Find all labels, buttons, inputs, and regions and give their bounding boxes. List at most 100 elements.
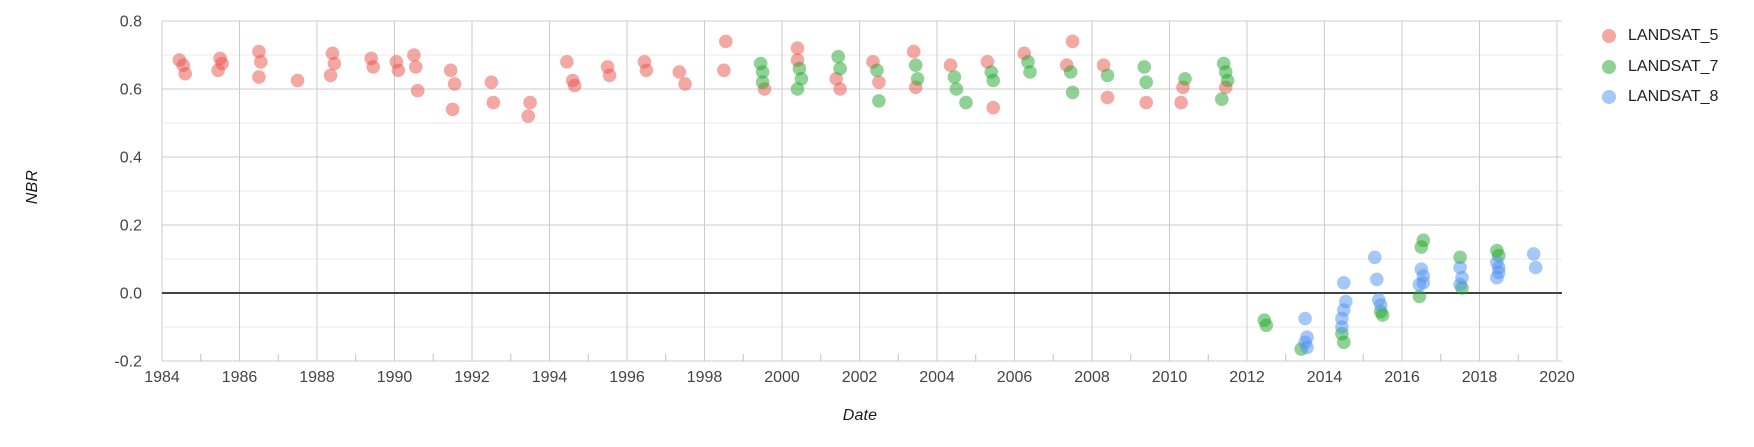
data-point-landsat_5[interactable] bbox=[445, 102, 460, 117]
data-point-landsat_5[interactable] bbox=[986, 100, 1000, 115]
data-point-landsat_5[interactable] bbox=[252, 44, 266, 59]
data-point-landsat_8[interactable] bbox=[1528, 260, 1543, 275]
data-point-landsat_7[interactable] bbox=[910, 72, 925, 86]
data-point-landsat_7[interactable] bbox=[1414, 240, 1429, 254]
x-tick-label: 1990 bbox=[377, 369, 413, 386]
data-point-landsat_5[interactable] bbox=[1065, 34, 1080, 49]
data-point-landsat_7[interactable] bbox=[1137, 60, 1152, 74]
data-point-landsat_5[interactable] bbox=[790, 41, 805, 55]
data-point-landsat_5[interactable] bbox=[1100, 90, 1115, 105]
data-point-landsat_5[interactable] bbox=[323, 68, 338, 83]
data-point-landsat_7[interactable] bbox=[1065, 85, 1080, 100]
data-point-landsat_7[interactable] bbox=[870, 63, 884, 78]
data-point-landsat_5[interactable] bbox=[672, 65, 687, 79]
y-tick-label: 0.4 bbox=[120, 150, 142, 167]
data-point-landsat_5[interactable] bbox=[906, 44, 921, 59]
data-point-landsat_5[interactable] bbox=[980, 55, 995, 69]
data-point-landsat_7[interactable] bbox=[755, 75, 770, 89]
data-point-landsat_8[interactable] bbox=[1490, 270, 1504, 285]
data-point-landsat_7[interactable] bbox=[986, 73, 1000, 88]
data-point-landsat_5[interactable] bbox=[560, 55, 574, 69]
data-point-landsat_5[interactable] bbox=[407, 48, 421, 62]
data-point-landsat_5[interactable] bbox=[486, 95, 501, 110]
data-point-landsat_7[interactable] bbox=[949, 82, 964, 96]
data-point-landsat_5[interactable] bbox=[366, 60, 381, 74]
legend-item-landsat-5[interactable]: LANDSAT_5 bbox=[1602, 21, 1718, 52]
data-point-landsat_7[interactable] bbox=[792, 61, 807, 76]
data-point-landsat_7[interactable] bbox=[1063, 65, 1078, 79]
legend-swatch-landsat-8-icon bbox=[1602, 90, 1616, 105]
data-point-landsat_7[interactable] bbox=[831, 49, 845, 64]
data-point-landsat_7[interactable] bbox=[1178, 72, 1192, 86]
legend-label-landsat-8: LANDSAT_8 bbox=[1628, 88, 1719, 106]
data-point-landsat_7[interactable] bbox=[1453, 250, 1467, 265]
data-point-landsat_5[interactable] bbox=[872, 75, 886, 89]
data-point-landsat_7[interactable] bbox=[755, 65, 770, 79]
data-point-landsat_5[interactable] bbox=[327, 56, 342, 71]
data-point-landsat_7[interactable] bbox=[908, 58, 923, 72]
data-point-landsat_7[interactable] bbox=[790, 82, 805, 96]
data-point-landsat_5[interactable] bbox=[290, 73, 305, 88]
data-point-landsat_8[interactable] bbox=[1368, 250, 1382, 265]
data-point-landsat_5[interactable] bbox=[211, 63, 225, 78]
data-point-landsat_7[interactable] bbox=[1337, 335, 1351, 350]
data-point-landsat_7[interactable] bbox=[947, 70, 962, 84]
data-point-landsat_5[interactable] bbox=[521, 109, 535, 123]
data-point-landsat_5[interactable] bbox=[1096, 58, 1111, 72]
data-point-landsat_5[interactable] bbox=[484, 75, 499, 89]
data-point-landsat_7[interactable] bbox=[1100, 68, 1115, 83]
data-point-landsat_8[interactable] bbox=[1298, 311, 1312, 326]
data-point-landsat_5[interactable] bbox=[943, 58, 958, 72]
data-point-landsat_7[interactable] bbox=[833, 61, 847, 76]
y-major-gridlines bbox=[162, 20, 1562, 362]
data-point-landsat_5[interactable] bbox=[253, 55, 268, 69]
data-point-landsat_5[interactable] bbox=[829, 72, 843, 86]
data-point-landsat_8[interactable] bbox=[1337, 276, 1351, 290]
data-point-landsat_5[interactable] bbox=[391, 63, 406, 78]
data-point-landsat_8[interactable] bbox=[1416, 276, 1431, 290]
data-point-landsat_5[interactable] bbox=[602, 68, 617, 83]
data-point-landsat_8[interactable] bbox=[1453, 277, 1467, 292]
x-tick-label: 2016 bbox=[1384, 369, 1420, 386]
data-point-landsat_8[interactable] bbox=[1335, 320, 1349, 334]
data-point-landsat_7[interactable] bbox=[1220, 73, 1235, 88]
legend-item-landsat-7[interactable]: LANDSAT_7 bbox=[1602, 52, 1718, 83]
data-point-landsat_8[interactable] bbox=[1370, 272, 1384, 287]
data-point-landsat_7[interactable] bbox=[1259, 318, 1274, 333]
data-point-landsat_7[interactable] bbox=[794, 72, 809, 86]
data-point-landsat_5[interactable] bbox=[410, 83, 425, 98]
data-point-landsat_7[interactable] bbox=[1023, 65, 1037, 79]
data-point-landsat_7[interactable] bbox=[1021, 55, 1035, 69]
legend-item-landsat-8[interactable]: LANDSAT_8 bbox=[1602, 82, 1718, 113]
x-tick-label: 1996 bbox=[609, 369, 645, 386]
data-point-landsat_5[interactable] bbox=[719, 34, 733, 49]
data-point-landsat_7[interactable] bbox=[872, 94, 886, 108]
data-point-landsat_8[interactable] bbox=[1300, 340, 1314, 355]
x-tick-label: 2012 bbox=[1229, 369, 1265, 386]
data-point-landsat_5[interactable] bbox=[678, 77, 692, 91]
data-point-landsat_5[interactable] bbox=[409, 60, 423, 74]
data-point-landsat_5[interactable] bbox=[833, 82, 847, 96]
data-point-landsat_7[interactable] bbox=[959, 95, 973, 110]
data-point-landsat_7[interactable] bbox=[1375, 308, 1390, 322]
data-point-landsat_5[interactable] bbox=[252, 70, 266, 84]
data-point-landsat_7[interactable] bbox=[1139, 75, 1153, 89]
data-point-landsat_5[interactable] bbox=[567, 78, 582, 93]
data-point-landsat_7[interactable] bbox=[1215, 92, 1229, 106]
data-point-landsat_5[interactable] bbox=[717, 63, 731, 78]
data-point-landsat_8[interactable] bbox=[1373, 298, 1388, 312]
data-point-landsat_8[interactable] bbox=[1453, 260, 1467, 275]
x-tick-labels: 1984 1986 1988 1990 1992 1994 1996 1998 2000 2002… bbox=[144, 369, 1575, 386]
data-point-landsat_5[interactable] bbox=[523, 95, 537, 110]
data-point-landsat_5[interactable] bbox=[639, 63, 654, 78]
data-point-landsat_8[interactable] bbox=[1526, 247, 1541, 261]
data-point-landsat_5[interactable] bbox=[1139, 95, 1153, 110]
data-point-landsat_5[interactable] bbox=[447, 77, 462, 91]
data-point-landsat_5[interactable] bbox=[325, 46, 340, 61]
data-point-landsat_5[interactable] bbox=[1174, 95, 1188, 110]
legend: LANDSAT_5 LANDSAT_7 LANDSAT_8 bbox=[1602, 21, 1718, 113]
data-point-landsat_5[interactable] bbox=[443, 63, 458, 78]
data-point-landsat_7[interactable] bbox=[1412, 289, 1427, 304]
data-point-landsat_5[interactable] bbox=[178, 66, 192, 81]
